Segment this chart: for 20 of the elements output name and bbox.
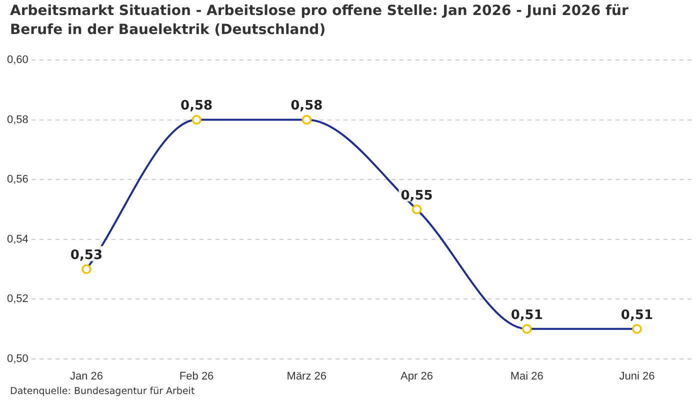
x-tick-label: Feb 26 [179,370,214,382]
chart-title: Arbeitsmarkt Situation - Arbeitslose pro offene Stelle: Jan 2026 - Juni 2026 für Berufe in der Bauelektrik (Deutschland) [10,2,630,40]
y-tick-label: 0,56 [6,174,28,186]
data-label: 0,51 [510,308,543,323]
data-label: 0,51 [620,308,653,323]
y-tick-label: 0,60 [6,54,28,66]
data-label: 0,55 [400,188,433,204]
y-tick-label: 0,58 [6,114,28,126]
x-tick-label: Jan 26 [70,370,103,382]
data-label: 0,58 [290,98,323,114]
data-label: 0,58 [180,98,213,114]
x-tick-label: Mai 26 [510,370,544,382]
y-tick-label: 0,50 [6,352,28,365]
y-tick-label: 0,52 [6,293,28,306]
x-tick-label: Juni 26 [619,370,655,382]
x-tick-label: Apr 26 [400,370,433,382]
x-tick-label: März 26 [286,370,327,382]
text: Datenquelle: Bundesagentur für Arbeit [10,386,195,397]
data-label: 0,53 [70,248,102,264]
y-tick-label: 0,54 [6,233,28,246]
